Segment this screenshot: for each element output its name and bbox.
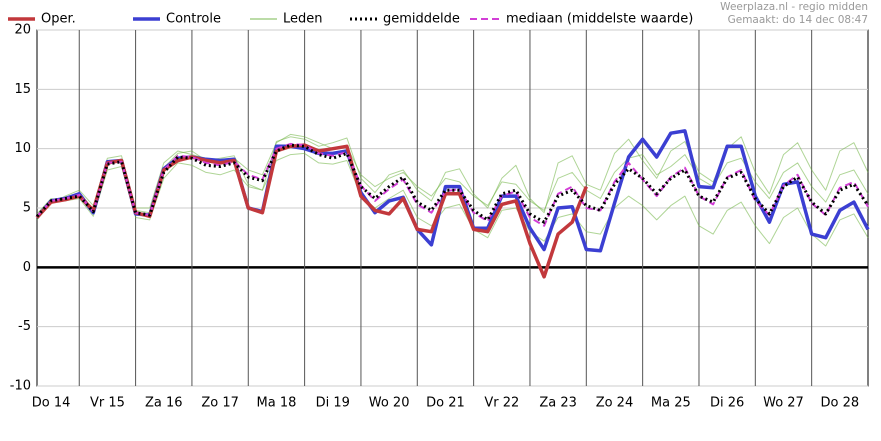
- x-tick-label: Ma 25: [651, 396, 691, 411]
- x-tick-label: Do 28: [821, 396, 860, 411]
- series-line: [35, 129, 870, 253]
- x-tick-label: Zo 24: [596, 396, 634, 411]
- x-tick-label: Zo 17: [201, 396, 239, 411]
- x-tick-label: Do 14: [32, 396, 71, 411]
- x-tick-label: Ma 18: [257, 396, 297, 411]
- created-label: Gemaakt: do 14 dec 08:47: [728, 14, 868, 26]
- x-tick-label: Za 16: [145, 396, 183, 411]
- x-tick-label: Di 26: [710, 396, 744, 411]
- x-tick-label: Za 23: [539, 396, 577, 411]
- y-tick-label: 0: [23, 260, 31, 275]
- x-tick-label: Do 21: [426, 396, 465, 411]
- y-tick-label: -10: [10, 379, 31, 394]
- member-line: [36, 152, 869, 247]
- y-tick-label: 10: [14, 141, 31, 156]
- legend-label: mediaan (middelste waarde): [506, 12, 693, 27]
- member-line: [36, 133, 869, 218]
- x-tick-label: Wo 27: [763, 396, 804, 411]
- x-tick-label: Di 19: [316, 396, 350, 411]
- legend-label: Controle: [166, 12, 221, 27]
- x-tick-label: Wo 20: [369, 396, 410, 411]
- source-label: Weerplaza.nl - regio midden: [720, 1, 868, 13]
- x-tick-label: Vr 15: [90, 396, 125, 411]
- y-tick-label: 15: [14, 82, 31, 97]
- y-tick-label: -5: [18, 319, 31, 334]
- y-tick-label: 20: [14, 23, 31, 38]
- y-tick-label: 5: [23, 201, 31, 216]
- x-tick-label: Vr 22: [484, 396, 519, 411]
- series-line: [35, 143, 870, 224]
- legend-label: Oper.: [41, 12, 76, 27]
- legend-label: gemiddelde: [383, 12, 460, 27]
- legend-label: Leden: [283, 12, 323, 27]
